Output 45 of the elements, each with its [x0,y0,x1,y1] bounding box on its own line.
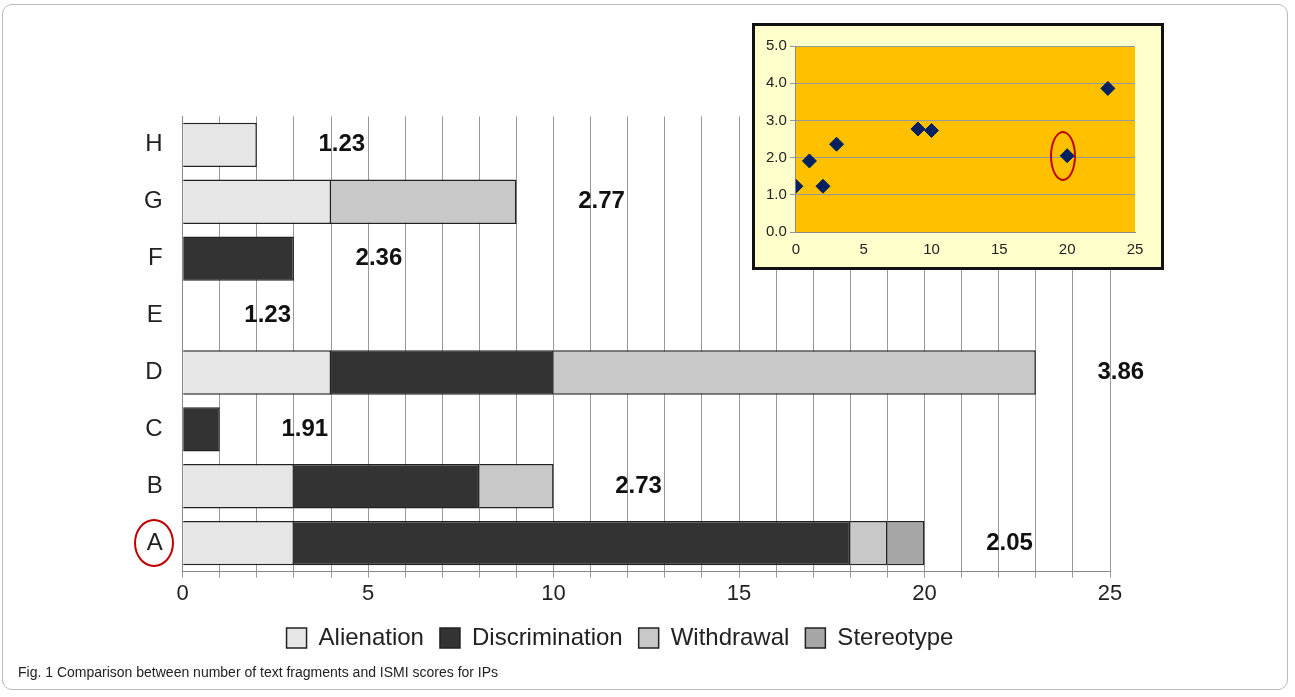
y-tick-label: D [145,357,163,385]
y-tick-label: B [146,470,163,498]
x-tick-label: 5 [362,579,375,605]
y-tick-label: 4.0 [765,73,787,91]
x-tick-label: 10 [923,240,940,258]
x-tick-label: 20 [1058,240,1076,258]
annotation: 1.91 [281,413,329,441]
point [801,153,817,169]
legend-label: Withdrawal [670,622,790,650]
annotation: 2.05 [986,527,1033,555]
point [924,122,940,138]
y-tick-label: 0.0 [765,222,787,240]
annotation: 3.86 [1097,357,1145,385]
point [815,178,831,194]
legend-label: Stereotype [837,622,954,650]
point [829,136,845,152]
annotation: 2.77 [578,186,625,214]
x-tick-label: 15 [991,240,1008,258]
y-tick-label: E [146,300,163,328]
y-tick-label: C [145,413,163,441]
x-tick-label: 5 [859,240,868,258]
x-tick-label: 10 [541,579,566,605]
annotation: 2.36 [355,243,403,271]
legend-label: Discrimination [471,622,623,650]
y-tick-label: 3.0 [765,110,787,128]
y-tick-label: A [146,527,163,555]
x-tick-label: 25 [1097,579,1123,605]
point [910,121,926,137]
y-tick-label: G [144,186,163,214]
caption: Fig. 1 Comparison between number of text fragments and ISMI scores for IPs [18,664,499,680]
annotation: 1.23 [318,129,366,157]
x-tick-label: 0 [176,579,189,605]
y-tick-label: 5.0 [765,36,787,54]
x-tick-label: 15 [726,579,752,605]
legend-label: Alienation [318,622,424,650]
x-tick-label: 25 [1126,240,1144,258]
x-tick-label: 20 [912,579,937,605]
annotation: 1.23 [244,300,292,328]
annotation: 2.73 [615,470,662,498]
y-tick-label: F [148,243,163,271]
y-tick-label: 2.0 [765,147,787,165]
y-tick-label: H [145,129,163,157]
y-tick-label: 1.0 [765,184,787,202]
point [1100,80,1116,96]
x-tick-label: 0 [791,240,801,258]
